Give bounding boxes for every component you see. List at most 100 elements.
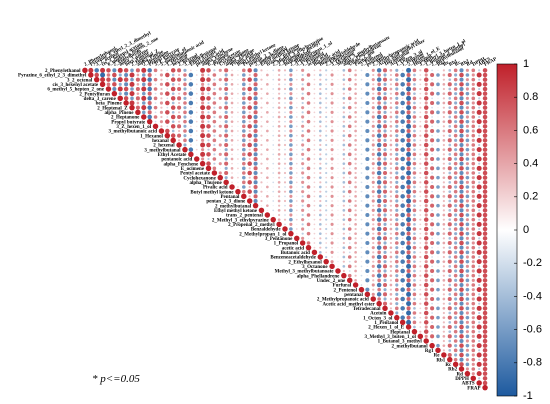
column-label: Rb2: [460, 59, 471, 68]
correlation-cell: [212, 73, 217, 77]
correlation-cell: [453, 208, 458, 213]
correlation-cell: [313, 148, 316, 151]
correlation-cell: [347, 217, 352, 222]
correlation-cell: [200, 133, 206, 139]
correlation-cell: [342, 111, 345, 114]
correlation-cell: [437, 247, 439, 249]
correlation-cell: [482, 352, 488, 358]
correlation-cell: [442, 185, 446, 189]
correlation-cell: [301, 148, 304, 151]
correlation-cell: [442, 265, 445, 268]
correlation-cell: [436, 175, 440, 180]
correlation-cell: [94, 68, 99, 73]
correlation-cell: [206, 96, 211, 101]
correlation-cell: [471, 357, 476, 362]
correlation-cell: [437, 275, 439, 277]
correlation-cell: [224, 114, 229, 120]
correlation-cell: [459, 138, 464, 143]
correlation-cell: [371, 190, 375, 194]
correlation-cell: [347, 161, 352, 166]
correlation-cell: [383, 92, 387, 96]
correlation-cell: [183, 115, 187, 119]
colorbar-tick-label: -0.8: [523, 357, 542, 369]
correlation-cell: [129, 100, 135, 106]
correlation-cell: [430, 268, 435, 274]
correlation-cell: [430, 91, 435, 96]
correlation-cell: [437, 135, 439, 137]
correlation-cell: [366, 237, 369, 239]
correlation-cell: [401, 181, 404, 184]
correlation-cell: [195, 148, 198, 151]
correlation-cell: [318, 129, 322, 133]
correlation-cell: [342, 69, 346, 72]
correlation-cell: [459, 362, 464, 367]
row-label: 1_Butanol_3_methyl: [378, 340, 423, 345]
correlation-cell: [366, 172, 369, 174]
correlation-cell: [260, 83, 263, 85]
correlation-cell: [371, 96, 375, 100]
correlation-cell: [295, 125, 298, 128]
correlation-cell: [247, 133, 252, 138]
correlation-cell: [406, 259, 411, 264]
correlation-cell: [423, 180, 429, 185]
correlation-cell: [289, 227, 293, 231]
correlation-cell: [442, 241, 446, 245]
correlation-cell: [406, 273, 412, 279]
annotation: * p<=0.05: [92, 373, 140, 385]
correlation-cell: [465, 315, 470, 320]
correlation-cell: [377, 110, 381, 115]
correlation-cell: [465, 134, 469, 138]
correlation-cell: [346, 277, 353, 284]
correlation-cell: [242, 73, 246, 77]
correlation-cell: [459, 170, 464, 176]
correlation-cell: [283, 69, 287, 72]
correlation-cell: [419, 69, 422, 72]
correlation-cell: [307, 237, 310, 239]
correlation-cell: [394, 157, 399, 161]
correlation-cell: [465, 334, 470, 339]
correlation-cell: [177, 77, 182, 82]
correlation-cell: [211, 170, 218, 176]
correlation-cell: [348, 204, 351, 207]
correlation-cell: [383, 269, 387, 273]
correlation-cell: [459, 161, 464, 166]
correlation-cell: [296, 74, 298, 76]
correlation-cell: [260, 149, 263, 151]
correlation-cell: [141, 67, 147, 73]
correlation-cell: [237, 130, 239, 132]
correlation-cell: [313, 74, 316, 76]
correlation-cell: [284, 186, 286, 188]
correlation-cell: [248, 73, 251, 77]
correlation-cell: [289, 73, 293, 77]
correlation-cell: [347, 199, 352, 203]
row-label: hexanal: [152, 139, 169, 144]
correlation-cell: [337, 200, 339, 202]
correlation-cell: [377, 213, 381, 217]
correlation-cell: [260, 93, 263, 95]
correlation-cell: [325, 232, 328, 235]
correlation-cell: [289, 185, 293, 189]
correlation-cell: [419, 195, 422, 198]
correlation-cell: [476, 333, 482, 339]
correlation-cell: [337, 233, 339, 235]
correlation-cell: [458, 366, 465, 372]
correlation-cell: [377, 185, 381, 189]
correlation-cell: [230, 176, 234, 180]
correlation-cell: [412, 264, 417, 269]
correlation-cell: [230, 92, 234, 95]
correlation-cell: [482, 296, 488, 302]
correlation-cell: [459, 133, 464, 138]
correlation-cell: [200, 114, 206, 120]
correlation-cell: [247, 96, 252, 101]
correlation-cell: [437, 303, 439, 305]
row-label: Pivalic acid: [203, 186, 228, 191]
row-label: 3_methylbutanoic acid: [109, 130, 158, 135]
correlation-cell: [412, 301, 417, 306]
correlation-cell: [325, 186, 328, 188]
correlation-cell: [424, 260, 428, 264]
correlation-cell: [400, 240, 405, 246]
correlation-cell: [448, 349, 452, 352]
correlation-cell: [278, 139, 281, 142]
correlation-cell: [266, 204, 269, 208]
correlation-cell: [266, 69, 268, 71]
